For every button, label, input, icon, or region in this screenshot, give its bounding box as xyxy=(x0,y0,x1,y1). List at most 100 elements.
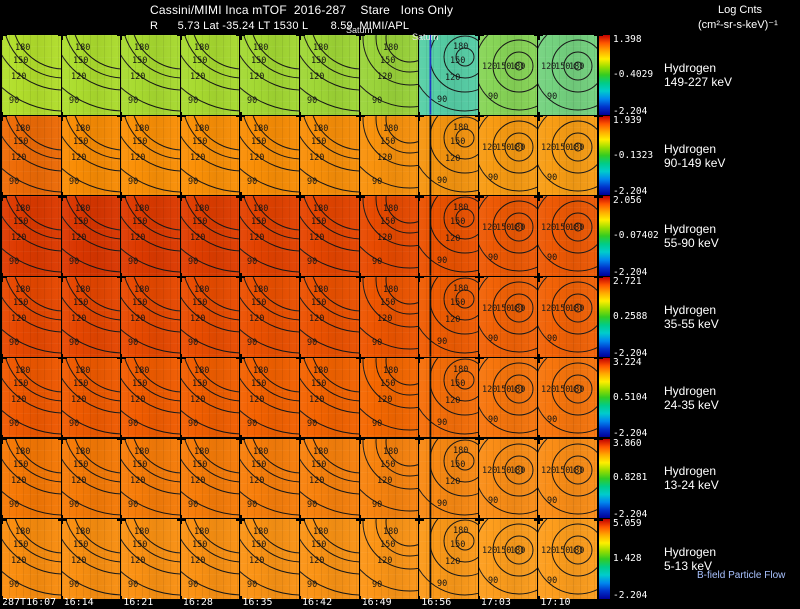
heatmap-panel-r3c8: 180 150 120 90 xyxy=(478,277,538,357)
contour-label: 120 xyxy=(309,395,324,405)
heatmap-panel-r5c1: 180 150 120 90 xyxy=(61,438,121,519)
colorbar-legend-title: Log Cnts xyxy=(718,4,763,16)
contour-label: 150 xyxy=(13,56,28,66)
heatmap-panel-r6c9: 180 150 120 90 xyxy=(538,519,597,599)
contour-label: 90 xyxy=(488,415,498,425)
colorbar-r4 xyxy=(599,357,610,438)
channel-species: Hydrogen xyxy=(664,464,717,479)
contour-label: 180 xyxy=(569,304,584,314)
contour-label: 120 xyxy=(309,153,324,163)
contour-label: 120 xyxy=(309,476,324,486)
contour-label: 150 xyxy=(311,379,326,389)
contour-label: 180 xyxy=(15,124,30,134)
colorbar-r0 xyxy=(599,35,610,115)
contour-label: 120 xyxy=(445,396,460,406)
colorbar-min-r4: -2.204 xyxy=(613,428,648,440)
channel-label-r4: Hydrogen 24-35 keV xyxy=(664,384,719,412)
contour-label: 120 xyxy=(249,153,264,163)
colorbar-mid-r3: 0.2588 xyxy=(613,310,648,322)
heatmap-panel-r2c3: 180 150 120 90 xyxy=(180,196,240,277)
contour-label: 120 xyxy=(11,233,26,243)
contour-label: 90 xyxy=(547,92,557,102)
colorbar-max-r6: 5.059 xyxy=(613,518,642,530)
contour-label: 150 xyxy=(251,540,266,550)
contour-label: 90 xyxy=(247,338,257,348)
contour-label: 120 xyxy=(71,395,86,405)
contour-label: 150 xyxy=(73,379,88,389)
contour-label: 150 xyxy=(311,540,326,550)
contour-label: 180 xyxy=(253,43,268,53)
heatmap-panel-r1c6: 180 150 120 90 xyxy=(359,115,419,196)
contour-label: 120 xyxy=(190,476,205,486)
contour-label: 150 xyxy=(450,217,465,227)
contour-label: 120 xyxy=(11,72,26,82)
contour-label: 180 xyxy=(253,527,268,537)
heatmap-panel-r4c9: 180 150 120 90 xyxy=(538,357,597,438)
contour-label: 150 xyxy=(73,137,88,147)
contour-label: 180 xyxy=(383,285,398,295)
contour-label: 90 xyxy=(69,500,79,510)
contour-label: 120 xyxy=(11,476,26,486)
contour-label: 90 xyxy=(9,580,19,590)
contour-label: 120 xyxy=(377,556,392,566)
contour-label: 150 xyxy=(380,137,395,147)
heatmap-panel-r6c7: 180 150 120 90 xyxy=(419,519,478,599)
contour-label: 180 xyxy=(253,204,268,214)
contour-label: 180 xyxy=(75,204,90,214)
colorbar-max-r3: 2.721 xyxy=(613,276,642,288)
contour-label: 180 xyxy=(383,204,398,214)
contour-label: 90 xyxy=(547,253,557,263)
contour-label: 180 xyxy=(194,285,209,295)
contour-label: 120 xyxy=(445,477,460,487)
saturn-direction-line xyxy=(429,357,432,438)
contour-label: 180 xyxy=(134,447,149,457)
contour-label: 90 xyxy=(437,176,447,186)
contour-label: 180 xyxy=(75,285,90,295)
contour-label: 90 xyxy=(372,580,382,590)
contour-label: 120 xyxy=(71,153,86,163)
contour-label: 150 xyxy=(73,460,88,470)
contour-label: 180 xyxy=(510,304,525,314)
contour-label: 180 xyxy=(75,366,90,376)
contour-label: 120 xyxy=(190,556,205,566)
contour-label: 120 xyxy=(249,233,264,243)
contour-label: 150 xyxy=(496,385,511,395)
contour-label: 180 xyxy=(453,284,468,294)
contour-label: 150 xyxy=(192,460,207,470)
contour-label: 120 xyxy=(482,304,497,314)
contour-label: 90 xyxy=(188,338,198,348)
contour-label: 180 xyxy=(313,285,328,295)
time-label-7: 16:56 xyxy=(421,597,452,608)
heatmap-panel-r2c0: 180 150 120 90 xyxy=(2,196,61,277)
colorbar-max-r4: 3.224 xyxy=(613,356,642,368)
contour-label: 120 xyxy=(11,314,26,324)
heatmap-panel-r6c2: 180 150 120 90 xyxy=(121,519,180,599)
contour-label: 180 xyxy=(194,366,209,376)
contour-label: 150 xyxy=(555,466,570,476)
contour-label: 90 xyxy=(247,96,257,106)
contour-label: 90 xyxy=(69,338,79,348)
channel-energy: 5-13 keV xyxy=(664,559,713,574)
channel-energy: 149-227 keV xyxy=(664,74,733,89)
contour-label: 120 xyxy=(541,546,556,556)
contour-label: 90 xyxy=(128,580,138,590)
